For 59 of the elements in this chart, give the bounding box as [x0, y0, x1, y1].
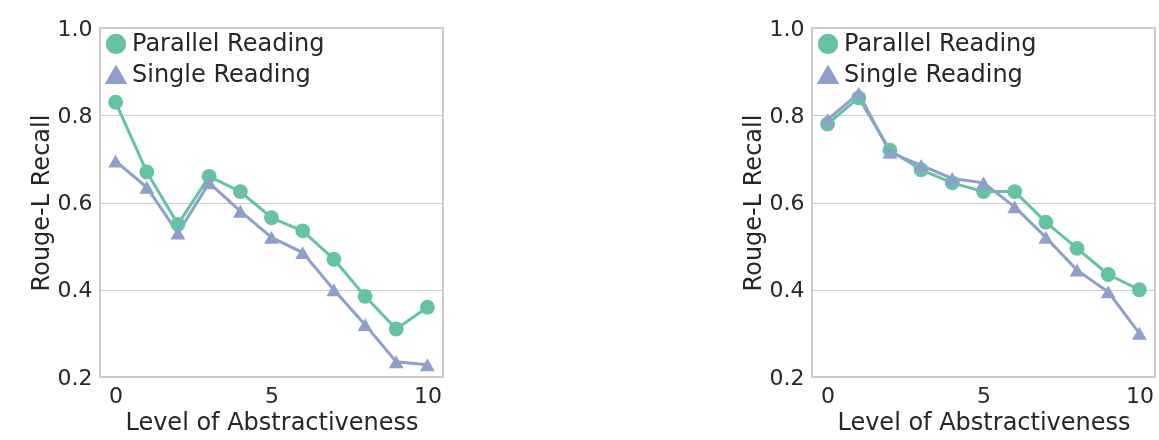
- point: [388, 355, 404, 369]
- point: [1069, 263, 1085, 277]
- y-tick-label: 0.4: [769, 277, 805, 303]
- point: [851, 87, 867, 100]
- point: [1069, 240, 1085, 256]
- point: [295, 246, 311, 260]
- x-tick-label: 0: [109, 382, 124, 408]
- x-axis-title: Level of Abstractiveness: [837, 407, 1131, 436]
- y-tick-label: 0.8: [57, 102, 93, 128]
- x-tick-label: 5: [265, 382, 279, 408]
- point: [1100, 267, 1116, 282]
- legend-label: Parallel Reading: [844, 29, 1037, 57]
- point: [232, 204, 248, 218]
- point: [388, 321, 404, 337]
- y-axis-title: Rouge-L Recall: [738, 114, 767, 292]
- y-tick-label: 1.0: [57, 15, 93, 41]
- x-tick-label: 0: [821, 382, 836, 408]
- point: [419, 299, 435, 315]
- point: [326, 283, 342, 297]
- y-tick-label: 0.6: [769, 190, 805, 215]
- point: [976, 176, 991, 190]
- point: [170, 216, 186, 232]
- x-tick-label: 5: [977, 382, 991, 408]
- x-axis-title: Level of Abstractiveness: [125, 407, 419, 436]
- point: [139, 180, 155, 194]
- point: [357, 318, 373, 332]
- point: [264, 230, 279, 244]
- x-tick-label: 10: [1125, 382, 1154, 408]
- y-tick-label: 0.2: [57, 364, 93, 390]
- x-tick-label: 10: [413, 382, 442, 408]
- point: [1131, 326, 1147, 340]
- y-tick-label: 0.8: [769, 102, 805, 128]
- point: [357, 288, 373, 304]
- point: [139, 164, 155, 180]
- point: [108, 94, 124, 110]
- point: [944, 172, 960, 185]
- point: [295, 223, 311, 239]
- point: [1131, 282, 1147, 298]
- y-tick-label: 1.0: [769, 15, 805, 41]
- point: [201, 176, 217, 190]
- point: [170, 226, 186, 240]
- legend-label: Single Reading: [844, 60, 1023, 88]
- legend-label: Parallel Reading: [132, 29, 325, 57]
- y-tick-label: 0.4: [57, 277, 93, 303]
- y-axis-title: Rouge-L Recall: [26, 114, 55, 292]
- y-tick-label: 0.6: [57, 190, 93, 215]
- point: [1100, 285, 1116, 299]
- y-tick-label: 0.2: [769, 364, 805, 390]
- point: [264, 210, 279, 226]
- point: [1038, 230, 1054, 244]
- point: [1007, 184, 1023, 199]
- point: [913, 159, 929, 172]
- legend-label: Single Reading: [132, 60, 311, 88]
- point: [820, 113, 836, 127]
- point: [1007, 200, 1023, 214]
- point: [232, 184, 248, 199]
- point: [419, 358, 435, 372]
- point: [326, 251, 342, 267]
- point: [1038, 214, 1054, 230]
